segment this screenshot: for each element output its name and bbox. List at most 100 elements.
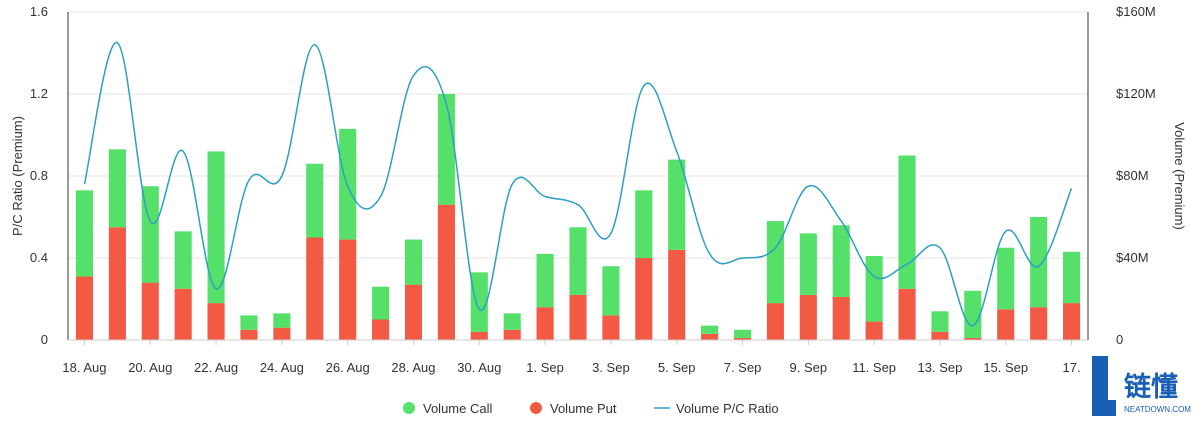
x-axis-tick-label: 17. xyxy=(1063,360,1081,375)
bar-volume-call xyxy=(339,128,357,240)
bar-volume-put xyxy=(635,258,653,340)
bar-volume-put xyxy=(108,227,126,340)
bar-volume-call xyxy=(766,221,784,304)
x-axis-tick-label: 1. Sep xyxy=(526,360,564,375)
bar-volume-put xyxy=(931,331,949,340)
bar-volume-call xyxy=(273,313,291,328)
watermark-title: 链懂 xyxy=(1124,371,1178,402)
right-axis-tick-label: $80M xyxy=(1116,168,1149,183)
x-axis-tick-label: 15. Sep xyxy=(983,360,1028,375)
right-axis-tick-label: $160M xyxy=(1116,4,1156,19)
x-axis-tick-label: 5. Sep xyxy=(658,360,696,375)
legend-marker xyxy=(403,402,415,414)
left-axis-tick-label: 0.4 xyxy=(30,250,48,265)
x-axis-tick-label: 24. Aug xyxy=(260,360,304,375)
bar-volume-put xyxy=(174,288,192,340)
bar-volume-put xyxy=(668,249,686,340)
bar-volume-put xyxy=(1062,303,1081,340)
bar-volume-call xyxy=(536,253,554,308)
left-axis-tick-label: 0 xyxy=(41,332,48,347)
bar-volume-call xyxy=(569,227,587,295)
bar-volume-put xyxy=(240,329,258,340)
bar-volume-put xyxy=(569,294,587,340)
bar-volume-call xyxy=(602,266,620,316)
legend-item-label[interactable]: Volume Put xyxy=(550,401,617,416)
bar-volume-put xyxy=(799,294,817,340)
x-axis-tick-label: 20. Aug xyxy=(128,360,172,375)
bar-volume-call xyxy=(931,311,949,332)
bar-volume-call xyxy=(75,190,94,277)
right-axis-title: Volume (Premium) xyxy=(1172,122,1187,230)
bar-volume-call xyxy=(108,149,126,228)
left-axis-title: P/C Ratio (Premium) xyxy=(10,116,25,236)
left-axis-tick-label: 1.2 xyxy=(30,86,48,101)
bar-volume-call xyxy=(865,255,883,322)
x-axis-tick-label: 26. Aug xyxy=(326,360,370,375)
bar-volume-call xyxy=(404,239,423,285)
legend-marker xyxy=(530,402,542,414)
bar-volume-put xyxy=(1030,307,1048,340)
left-axis-tick-label: 0.8 xyxy=(30,168,48,183)
bar-volume-put xyxy=(273,327,291,340)
bar-volume-put xyxy=(766,303,784,340)
bar-volume-put xyxy=(602,315,620,340)
bars xyxy=(75,94,1081,340)
left-axis-tick-label: 1.6 xyxy=(30,4,48,19)
bar-volume-put xyxy=(372,319,390,340)
bar-volume-put xyxy=(536,307,554,340)
watermark: 链懂 NEATDOWN.COM xyxy=(1092,356,1191,416)
bar-volume-put xyxy=(141,282,159,340)
bar-volume-call xyxy=(668,159,686,250)
bar-volume-put xyxy=(898,288,916,340)
axes: 0 0 0.4 $40M 0.8 $80M 1.2 $120M 1.6 $160M P/C Rati… xyxy=(10,4,1187,375)
series-line-volume-pc-ratio xyxy=(83,41,1073,327)
bar-volume-call xyxy=(240,315,258,330)
bar-volume-call xyxy=(503,313,521,330)
x-axis-tick-label: 22. Aug xyxy=(194,360,238,375)
right-axis-tick-label: $120M xyxy=(1116,86,1156,101)
bar-volume-call xyxy=(799,233,817,295)
bar-volume-put xyxy=(964,337,982,340)
legend-item-label[interactable]: Volume Call xyxy=(423,401,492,416)
x-axis-tick-label: 30. Aug xyxy=(457,360,501,375)
x-axis-tick-label: 28. Aug xyxy=(391,360,435,375)
bar-volume-call xyxy=(997,247,1015,310)
bar-volume-put xyxy=(832,296,850,340)
x-axis-tick-label: 3. Sep xyxy=(592,360,630,375)
legend-item-label[interactable]: Volume P/C Ratio xyxy=(676,401,779,416)
bar-volume-call xyxy=(964,290,982,338)
bar-volume-call xyxy=(635,190,653,258)
bar-volume-call xyxy=(207,151,225,304)
x-axis-tick-label: 11. Sep xyxy=(852,360,896,375)
bar-volume-call xyxy=(372,286,390,320)
x-axis-tick-label: 9. Sep xyxy=(790,360,828,375)
bar-volume-put xyxy=(470,331,488,340)
bar-volume-put xyxy=(339,239,357,340)
bar-volume-call xyxy=(733,329,752,338)
right-axis-tick-label: 0 xyxy=(1116,332,1123,347)
bar-volume-call xyxy=(306,163,324,238)
bar-volume-put xyxy=(306,237,324,340)
logo-mark-icon xyxy=(1092,400,1116,416)
bar-volume-put xyxy=(207,303,225,340)
bar-volume-put xyxy=(997,309,1015,340)
bar-volume-put xyxy=(503,329,521,340)
watermark-subtitle: NEATDOWN.COM xyxy=(1124,405,1191,414)
bar-volume-call xyxy=(437,94,455,205)
bar-volume-call xyxy=(470,272,488,332)
bar-volume-call xyxy=(832,225,850,297)
bar-volume-put xyxy=(733,337,752,340)
bar-volume-put xyxy=(404,284,423,340)
legend: Volume Call Volume Put Volume P/C Ratio xyxy=(403,401,779,416)
bar-volume-call xyxy=(1062,251,1081,304)
x-axis-tick-label: 7. Sep xyxy=(724,360,762,375)
bar-volume-put xyxy=(865,321,883,340)
ratio-line-layer xyxy=(83,41,1073,327)
x-axis-tick-label: 13. Sep xyxy=(918,360,963,375)
x-axis-tick-label: 18. Aug xyxy=(62,360,106,375)
bar-volume-put xyxy=(437,204,455,340)
bar-volume-call xyxy=(898,155,916,289)
bar-volume-call xyxy=(701,325,719,334)
